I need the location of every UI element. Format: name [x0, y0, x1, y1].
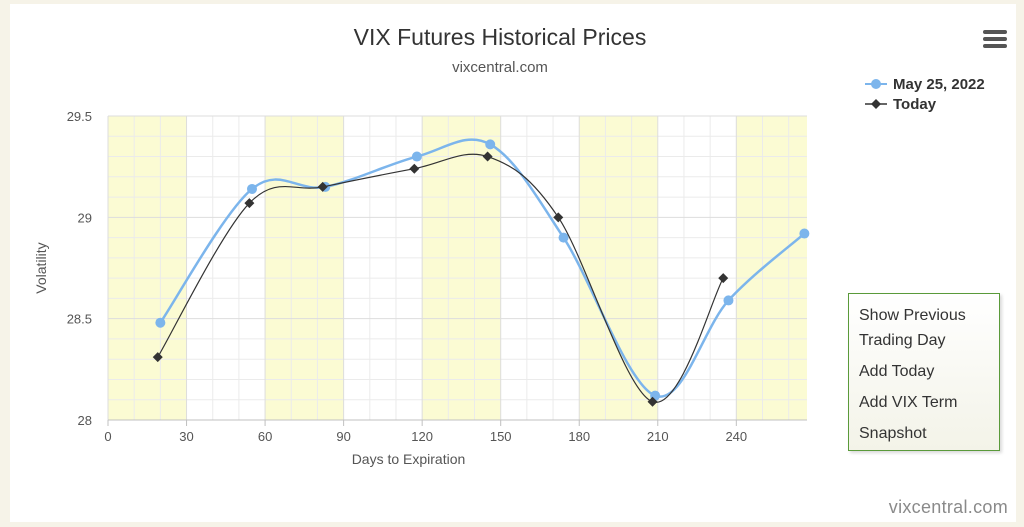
y-axis-title: Volatility: [33, 242, 49, 293]
data-point: [246, 183, 257, 194]
data-point: [411, 151, 422, 162]
x-tick-label: 240: [725, 429, 747, 444]
x-tick-label: 0: [104, 429, 111, 444]
x-tick-label: 210: [647, 429, 669, 444]
menu-item-trading-day[interactable]: Trading Day: [859, 332, 946, 349]
series-1: [155, 138, 810, 401]
y-tick-label: 29: [78, 210, 92, 225]
plot-band: [108, 116, 187, 420]
data-point: [558, 232, 569, 243]
chart-container: 0 30 60 90 120 150 180 210 240 28 28.5 29 29.5 Days t…: [10, 4, 1016, 522]
data-point: [482, 151, 493, 162]
x-tick-label: 60: [258, 429, 272, 444]
data-point: [244, 198, 255, 209]
plot-band: [736, 116, 807, 420]
legend-label-series-2: Today: [893, 95, 937, 113]
x-tick-label: 150: [490, 429, 512, 444]
data-point: [553, 212, 564, 223]
chart-subtitle: vixcentral.com: [452, 59, 548, 76]
y-tick-label: 28.5: [67, 312, 92, 327]
data-point: [317, 181, 328, 192]
data-point: [799, 228, 810, 239]
diamond-marker-icon: [865, 99, 887, 109]
series-line-1: [159, 138, 806, 398]
x-tick-label: 30: [179, 429, 193, 444]
legend-label-series-1: May 25, 2022: [893, 75, 985, 93]
x-tick-label: 90: [336, 429, 350, 444]
x-axis-title: Days to Expiration: [352, 451, 466, 467]
plot-band: [579, 116, 658, 420]
plot-band: [422, 116, 501, 420]
series-2: [152, 151, 729, 407]
data-point: [152, 352, 163, 363]
data-point: [409, 163, 420, 174]
export-context-menu: Show Previous Trading Day Add Today Add …: [848, 293, 1000, 451]
y-tick-label: 29.5: [67, 109, 92, 124]
chart-title: VIX Futures Historical Prices: [353, 24, 647, 50]
data-point: [485, 139, 496, 150]
x-tick-label: 120: [411, 429, 433, 444]
menu-item-show-previous[interactable]: Show Previous: [859, 307, 966, 324]
legend-item-series-2[interactable]: Today: [865, 94, 985, 114]
hamburger-menu-icon[interactable]: [983, 30, 1007, 50]
data-point: [718, 273, 729, 284]
data-point: [647, 396, 658, 407]
data-point: [155, 317, 166, 328]
x-tick-label: 180: [568, 429, 590, 444]
plot-band: [265, 116, 344, 420]
legend-item-series-1[interactable]: May 25, 2022: [865, 74, 985, 94]
menu-item-add-today[interactable]: Add Today: [859, 363, 935, 380]
circle-marker-icon: [865, 79, 887, 89]
chart-plot: 0 30 60 90 120 150 180 210 240 28 28.5 29 29.5 Days t…: [33, 109, 810, 467]
data-point: [723, 295, 734, 306]
legend: May 25, 2022 Today: [865, 74, 985, 114]
y-tick-label: 28: [78, 413, 92, 428]
menu-item-add-vix-term[interactable]: Add VIX Term: [859, 394, 958, 411]
credits-link[interactable]: vixcentral.com: [888, 497, 1008, 517]
menu-item-snapshot[interactable]: Snapshot: [859, 425, 927, 442]
